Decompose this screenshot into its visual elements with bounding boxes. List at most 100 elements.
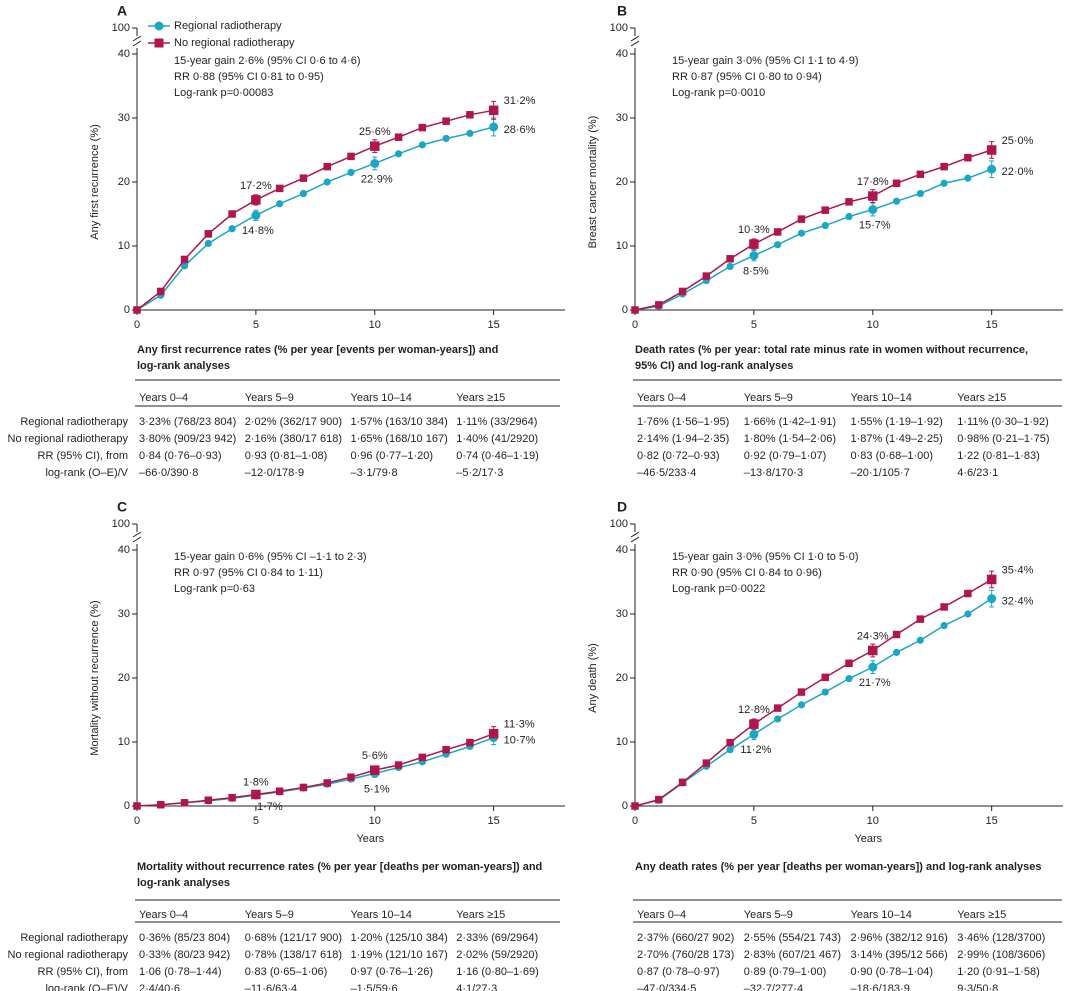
data-point-no-regional [299, 783, 308, 792]
data-point-no-regional [347, 773, 355, 781]
table-cell: –20·1/105·7 [851, 467, 910, 479]
annotation-label: 5·1% [364, 783, 390, 795]
table-cell: 2·02% (362/17 900) [245, 416, 342, 428]
rates-table: Any first recurrence rates (% per year [… [8, 344, 560, 479]
data-point-no-regional [394, 133, 403, 141]
annotation-label: 5·6% [362, 750, 388, 762]
data-point-regional [418, 141, 426, 149]
data-point-regional [916, 636, 924, 644]
y-axis-label: Any death (%) [587, 643, 599, 713]
table-title: Death rates (% per year: total rate minu… [635, 344, 1028, 356]
legend-label-regional: Regional radiotherapy [174, 20, 282, 32]
x-tick-label: 15 [488, 319, 500, 331]
data-point-no-regional [749, 239, 759, 249]
data-point-regional [821, 221, 829, 230]
table-column-header: Years ≥15 [456, 392, 505, 404]
data-point-no-regional [442, 745, 450, 754]
table-column-header: Years 0–4 [637, 909, 686, 921]
series-line-no-regional [634, 578, 993, 807]
data-point-no-regional [797, 688, 806, 696]
table-cell: 1·57% (163/10 384) [351, 416, 448, 428]
panel-c: C 100 0 10 20 30 40 0 5 10 15 Years Mortality withou… [8, 499, 565, 991]
table-column-header: Years 5–9 [245, 909, 294, 921]
table-column-header: Years 0–4 [637, 392, 686, 404]
annotation-label: 11·3% [504, 719, 535, 731]
table-column-header: Years 10–14 [351, 909, 412, 921]
annotation-label: 10·7% [504, 734, 536, 746]
rates-table: Mortality without recurrence rates (% pe… [8, 861, 560, 991]
data-point-regional [370, 158, 380, 168]
x-tick-label: 10 [867, 815, 879, 827]
table-column-header: Years ≥15 [456, 909, 505, 921]
data-point-no-regional [678, 778, 687, 787]
panel-label: D [617, 499, 627, 515]
table-cell: 1·40% (41/2920) [456, 433, 538, 445]
data-point-no-regional [773, 704, 782, 712]
table-column-header: Years ≥15 [957, 392, 1006, 404]
annotation-label: 8·5% [743, 266, 769, 278]
data-point-no-regional [916, 170, 925, 179]
data-point-regional [892, 197, 901, 205]
table-cell: 1·20% (125/10 384) [351, 932, 448, 944]
data-point-regional [774, 241, 782, 249]
data-point-no-regional [418, 753, 427, 762]
y-tick-label: 40 [118, 48, 130, 60]
table-cell: 4·6/23·1 [957, 467, 998, 479]
y-axis-break-mark [630, 35, 640, 42]
table-cell: –13·8/170·3 [744, 467, 803, 479]
data-point-no-regional [940, 162, 948, 171]
data-point-no-regional [299, 174, 308, 182]
data-point-no-regional [488, 728, 499, 739]
y-tick-label: 100 [610, 518, 628, 530]
table-column-header: Years 10–14 [351, 392, 412, 404]
table-row-label: No regional radiotherapy [8, 949, 129, 961]
annotation-label: 14·8% [242, 225, 274, 237]
table-column-header: Years 5–9 [744, 909, 793, 921]
stats-line: 15-year gain 3·0% (95% CI 1·0 to 5·0) [672, 551, 858, 563]
table-cell: 1·55% (1·19–1·92) [851, 416, 943, 428]
series-line-regional [136, 736, 494, 807]
table-cell: 0·82 (0·72–0·93) [637, 450, 720, 462]
table-cell: 3·14% (395/12 566) [851, 949, 948, 961]
table-cell: 2·33% (69/2964) [456, 932, 538, 944]
annotation-label: 28·6% [504, 124, 536, 136]
y-tick-label: 0 [622, 800, 628, 812]
table-cell: –47·0/334·5 [637, 983, 696, 991]
table-cell: 1·19% (121/10 167) [351, 949, 448, 961]
table-cell: 2·4/40·6 [139, 983, 180, 991]
x-tick-label: 10 [867, 319, 879, 331]
y-axis-break-mark [132, 536, 142, 543]
y-tick-label: 30 [118, 608, 130, 620]
table-cell: 0·68% (121/17 900) [245, 932, 342, 944]
data-point-regional [845, 675, 853, 683]
y-tick-label: 10 [616, 736, 628, 748]
rates-table: Death rates (% per year: total rate minu… [633, 344, 1062, 479]
stats-line: RR 0·87 (95% CI 0·80 to 0·94) [672, 71, 822, 83]
table-column-header: Years 0–4 [139, 392, 188, 404]
data-point-regional [797, 701, 806, 709]
data-point-no-regional [370, 141, 380, 151]
table-title: Mortality without recurrence rates (% pe… [137, 861, 542, 873]
data-point-no-regional [133, 802, 141, 810]
x-tick-label: 5 [751, 319, 757, 331]
panel-label: A [117, 3, 127, 19]
annotation-label: 10·3% [738, 224, 770, 236]
data-point-no-regional [868, 191, 878, 201]
rates-table: Any death rates (% per year [deaths per … [633, 861, 1062, 991]
stats-line: Log-rank p=0·00083 [174, 87, 273, 99]
stats-line: 15-year gain 2·6% (95% CI 0·6 to 4·6) [174, 55, 360, 67]
table-cell: 0·97 (0·76–1·26) [351, 966, 434, 978]
data-point-no-regional [892, 630, 901, 639]
y-tick-label: 30 [616, 112, 628, 124]
x-tick-label: 0 [134, 815, 140, 827]
table-cell: 0·36% (85/23 804) [139, 932, 230, 944]
stats-line: RR 0·90 (95% CI 0·84 to 0·96) [672, 567, 822, 579]
data-point-regional [774, 715, 782, 723]
data-point-regional [797, 229, 806, 237]
y-axis-break-mark [630, 536, 640, 543]
data-point-no-regional [892, 179, 901, 188]
table-cell: –46·5/233·4 [637, 467, 696, 479]
x-tick-label: 10 [369, 319, 381, 331]
data-point-no-regional [488, 105, 499, 116]
